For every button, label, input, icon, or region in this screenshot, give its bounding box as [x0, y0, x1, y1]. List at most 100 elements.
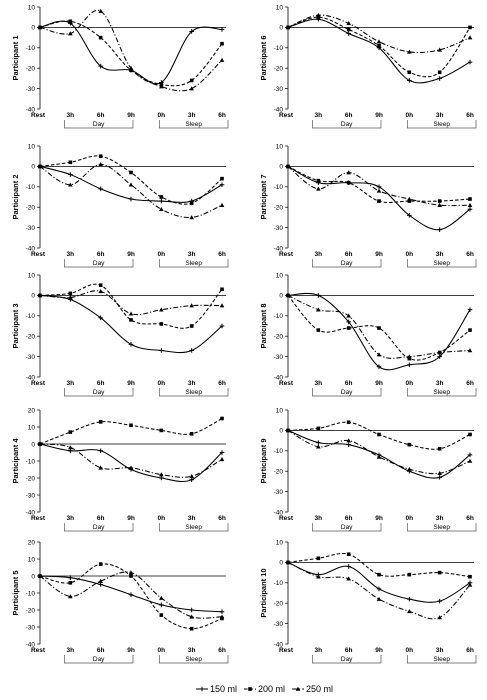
- data-point: [437, 446, 442, 451]
- data-point: [376, 184, 382, 190]
- data-point: [467, 35, 473, 40]
- panel-1: -40 -30 -20 -10 0 10 Participant 1 Rest 3h 6h 9h 0h…: [11, 4, 229, 129]
- data-point: [346, 442, 351, 447]
- data-point: [189, 201, 194, 205]
- panels-layer: -40 -30 -20 -10 0 10 Participant 1 Rest 3h 6h 9h 0h…: [11, 4, 477, 664]
- day-bracket: [63, 259, 134, 268]
- x-tick-label: 0h: [406, 515, 414, 522]
- panel-8: -40 -30 -20 -10 0 10 Participant 9 Rest 3h 6h 9h 0h…: [259, 407, 477, 532]
- data-point: [98, 283, 103, 287]
- sleep-label: Sleep: [185, 121, 202, 128]
- legend-swatch-marker: [248, 687, 252, 691]
- panel-label: Participant 2: [11, 174, 20, 219]
- legend: 150 ml 200 ml 250 ml: [196, 684, 333, 694]
- data-point: [98, 315, 103, 321]
- y-tick-label: -40: [26, 374, 36, 381]
- data-point: [407, 49, 412, 54]
- data-point: [316, 293, 321, 298]
- data-point: [189, 614, 194, 619]
- data-point: [219, 27, 225, 32]
- panel-label: Participant 7: [259, 174, 268, 219]
- sleep-bracket: [158, 120, 229, 129]
- data-point: [128, 342, 134, 347]
- data-point: [285, 164, 291, 169]
- data-point: [377, 326, 381, 330]
- y-tick-label: 0: [279, 164, 283, 171]
- data-point: [219, 450, 225, 455]
- series-line: [287, 165, 471, 203]
- x-tick-label: Rest: [31, 251, 46, 258]
- data-point: [437, 47, 442, 52]
- y-tick-label: -40: [26, 509, 36, 516]
- data-point: [316, 307, 321, 312]
- day-bracket: [311, 388, 382, 397]
- panel-3: -40 -30 -20 -10 0 10 Participant 2 Rest 3h 6h 9h 0h…: [11, 143, 229, 268]
- day-label: Day: [341, 524, 353, 531]
- data-point: [219, 202, 225, 207]
- data-point: [68, 172, 73, 177]
- data-point: [407, 70, 412, 75]
- data-point: [346, 313, 351, 318]
- data-point: [159, 84, 164, 89]
- data-point: [467, 582, 473, 587]
- y-tick-label: -40: [26, 245, 36, 252]
- y-tick-label: -20: [26, 66, 36, 73]
- data-point: [437, 202, 442, 207]
- data-point: [316, 328, 321, 332]
- y-tick-label: -10: [26, 590, 36, 597]
- sleep-bracket: [406, 655, 477, 664]
- day-label: Day: [93, 524, 105, 531]
- x-tick-label: 6h: [97, 647, 105, 654]
- data-point: [68, 430, 73, 434]
- x-tick-label: Rest: [31, 112, 46, 119]
- y-tick-label: 0: [279, 25, 283, 32]
- panel-9: -40 -30 -20 -10 0 10 20 Participant 5 Rest 3h 6h 9h…: [11, 539, 229, 664]
- y-tick-label: -20: [26, 334, 36, 341]
- data-point: [407, 356, 412, 361]
- data-point: [128, 65, 134, 70]
- x-tick-label: 3h: [67, 647, 75, 654]
- y-tick-label: -10: [274, 184, 284, 191]
- sleep-bracket: [406, 259, 477, 268]
- x-tick-label: 9h: [127, 380, 135, 387]
- y-tick-label: 10: [28, 272, 36, 279]
- data-point: [467, 307, 473, 312]
- data-point: [316, 15, 321, 19]
- sleep-bracket: [158, 523, 229, 532]
- data-point: [467, 59, 473, 65]
- x-tick-label: 3h: [188, 380, 196, 387]
- y-tick-label: -10: [26, 45, 36, 52]
- data-point: [376, 188, 382, 193]
- data-point: [346, 31, 351, 36]
- x-tick-label: 3h: [436, 112, 444, 119]
- data-point: [437, 475, 442, 480]
- y-tick-label: -30: [26, 225, 36, 232]
- panel-label: Participant 3: [11, 303, 20, 348]
- y-tick-label: -10: [274, 313, 284, 320]
- x-tick-label: Rest: [279, 380, 294, 387]
- day-bracket: [63, 120, 134, 129]
- data-point: [68, 581, 73, 585]
- y-tick-label: -40: [274, 641, 284, 648]
- sleep-label: Sleep: [185, 524, 202, 531]
- series-line: [39, 290, 223, 316]
- panel-label: Participant 4: [11, 438, 20, 484]
- y-tick-label: -20: [274, 66, 284, 73]
- data-point: [407, 466, 412, 471]
- series-line: [39, 20, 223, 87]
- data-point: [189, 607, 194, 613]
- x-tick-label: 9h: [375, 251, 383, 258]
- sleep-bracket: [158, 655, 229, 664]
- data-point: [159, 428, 164, 433]
- data-point: [346, 319, 351, 325]
- data-point: [37, 441, 43, 446]
- y-tick-label: -40: [26, 106, 36, 113]
- data-point: [407, 596, 412, 602]
- panel-5: -40 -30 -20 -10 0 10 Participant 3 Rest 3h 6h 9h 0h…: [11, 272, 229, 397]
- data-point: [159, 195, 164, 199]
- y-tick-label: 0: [279, 293, 283, 300]
- data-point: [376, 39, 382, 44]
- x-tick-label: 9h: [127, 251, 135, 258]
- data-point: [98, 289, 103, 294]
- data-point: [468, 25, 472, 30]
